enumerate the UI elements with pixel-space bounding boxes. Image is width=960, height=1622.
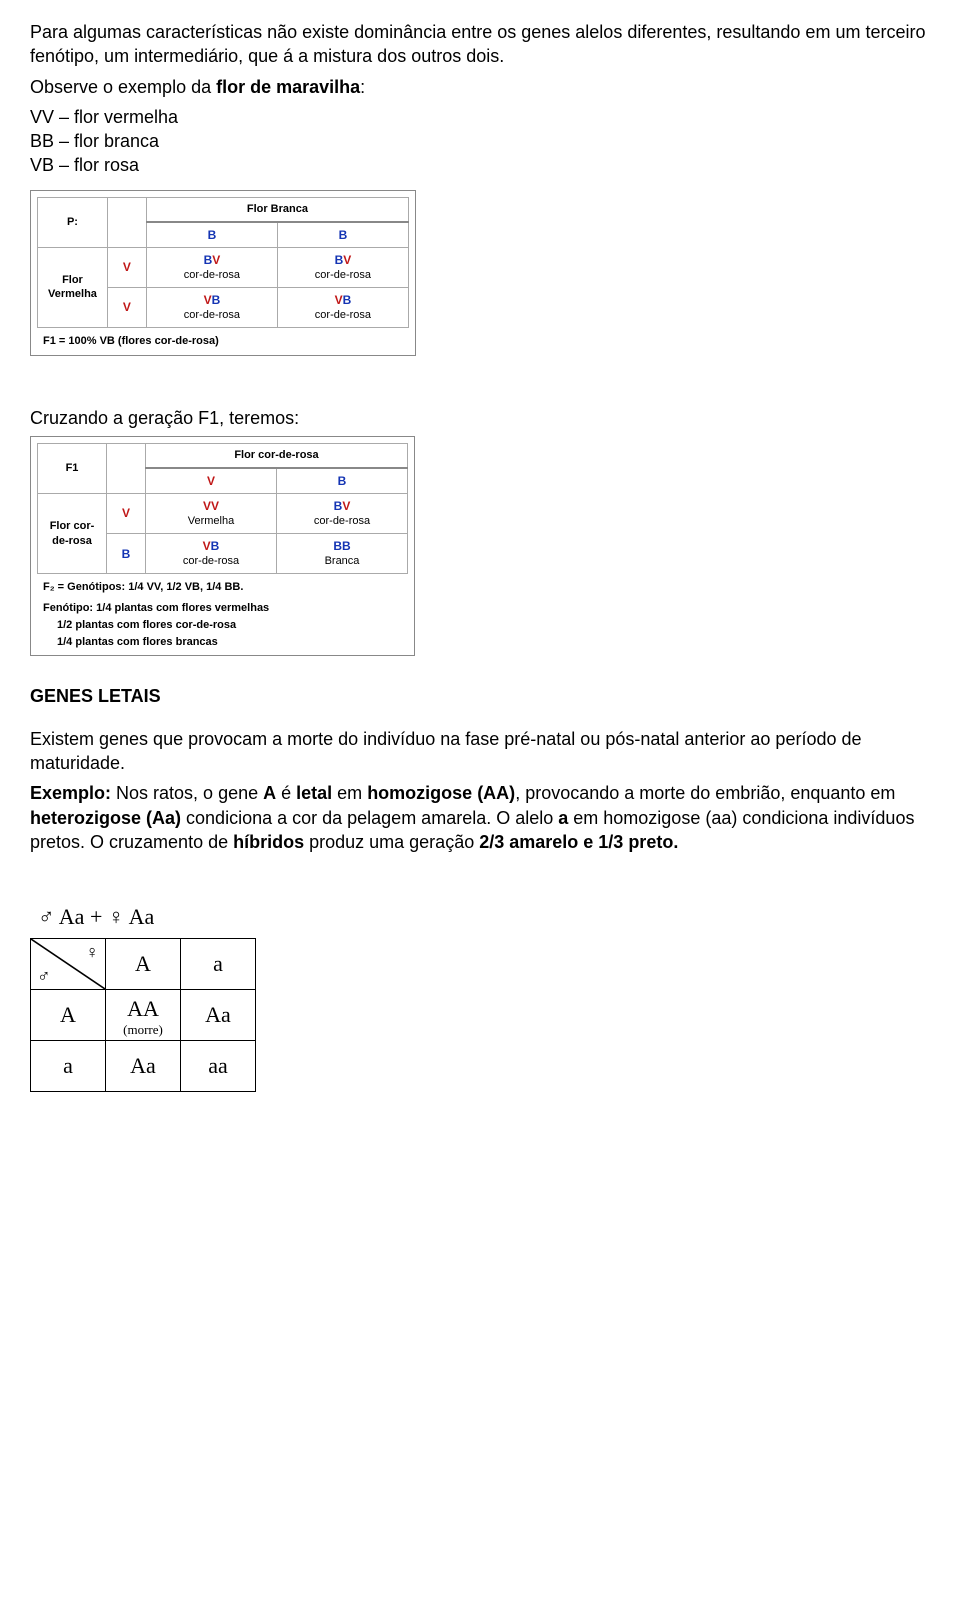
rat-header-male: ♂ Aa: [38, 904, 84, 929]
p2-foot4: 1/4 plantas com flores brancas: [57, 635, 408, 650]
p2-foot1: F₂ = Genótipos: 1/4 VV, 1/2 VB, 1/4 BB.: [43, 580, 408, 595]
section-p1: Existem genes que provocam a morte do in…: [30, 727, 930, 776]
rat-col-A: A: [106, 938, 181, 989]
p1-top-allele-1: B: [146, 222, 277, 248]
intro-p2-suffix: :: [360, 77, 365, 97]
rat-row-a: a: [31, 1040, 106, 1091]
rat-col-a: a: [181, 938, 256, 989]
rat-cell-AA: AA (morre): [106, 989, 181, 1040]
legend-vv: VV – flor vermelha: [30, 105, 930, 129]
rat-cell-aa: aa: [181, 1040, 256, 1091]
rat-cross-table: ♂ Aa + ♀ Aa ♀ ♂ A a A AA (morre) Aa a Aa…: [30, 898, 256, 1092]
p2-a: Exemplo:: [30, 783, 111, 803]
p1-corner: P:: [38, 197, 108, 247]
rat-diag-cell: ♀ ♂: [31, 938, 106, 989]
p2-cell-22: BB Branca: [277, 534, 408, 574]
p1-c11-g: B: [204, 253, 213, 267]
p2-foot2: Fenótipo: 1/4 plantas com flores vermelh…: [43, 601, 408, 616]
p2-left-title: Flor cor-de-rosa: [38, 494, 107, 574]
p1-left-allele-1: V: [107, 247, 146, 287]
p2-d: é: [276, 783, 296, 803]
legend-bb: BB – flor branca: [30, 129, 930, 153]
p2-i: heterozigose (Aa): [30, 808, 181, 828]
p2-h: , provocando a morte do embrião, enquant…: [515, 783, 895, 803]
p2-c: A: [263, 783, 276, 803]
p2-c11-p: Vermelha: [156, 514, 266, 529]
p1-cell-22: VB cor-de-rosa: [277, 287, 408, 327]
p1-c12-p: cor-de-rosa: [288, 268, 398, 283]
p2-top-a1: V: [146, 468, 277, 494]
p2-c22-p: Branca: [287, 554, 397, 569]
p1-cell-11: BV cor-de-rosa: [146, 247, 277, 287]
p2-top-title: Flor cor-de-rosa: [146, 444, 408, 468]
p2-o: 2/3 amarelo e 1/3 preto.: [479, 832, 678, 852]
p2-corner: F1: [38, 444, 107, 494]
p1-c11-p: cor-de-rosa: [157, 268, 267, 283]
p2-m: híbridos: [233, 832, 304, 852]
p2-c21-p: cor-de-rosa: [156, 554, 266, 569]
rat-diag-female-icon: ♀: [86, 940, 100, 964]
p1-c21-p: cor-de-rosa: [157, 308, 267, 323]
p1-top-allele-2: B: [277, 222, 408, 248]
p2-f: em: [332, 783, 367, 803]
rat-cross-header: ♂ Aa + ♀ Aa: [30, 898, 256, 938]
p1-cell-12: BV cor-de-rosa: [277, 247, 408, 287]
p1-footer: F1 = 100% VB (flores cor-de-rosa): [43, 334, 409, 349]
section-p2: Exemplo: Nos ratos, o gene A é letal em …: [30, 781, 930, 854]
intro-paragraph-1: Para algumas características não existe …: [30, 20, 930, 69]
rat-row-A: A: [31, 989, 106, 1040]
p2-n: produz uma geração: [304, 832, 479, 852]
legend-vb: VB – flor rosa: [30, 153, 930, 177]
p1-cell-21: VB cor-de-rosa: [146, 287, 277, 327]
p2-cell-12: BV cor-de-rosa: [277, 494, 408, 534]
intro-paragraph-2: Observe o exemplo da flor de maravilha:: [30, 75, 930, 99]
p2-g: homozigose (AA): [367, 783, 515, 803]
section-heading-genes-letais: GENES LETAIS: [30, 684, 930, 708]
p2-left-a1: V: [107, 494, 146, 534]
p2-cell-21: VB cor-de-rosa: [146, 534, 277, 574]
punnett-table-f1-generation: F1 Flor cor-de-rosa V B Flor cor-de-rosa…: [30, 436, 415, 656]
p2-foot3: 1/2 plantas com flores cor-de-rosa: [57, 618, 408, 633]
p1-left-title: Flor Vermelha: [38, 247, 108, 327]
rat-cell-Aa-2: Aa: [106, 1040, 181, 1091]
intro-p2-bold: flor de maravilha: [216, 77, 360, 97]
rat-diag-male-icon: ♂: [37, 964, 51, 988]
rat-c11-top: AA: [127, 996, 159, 1021]
p1-left-allele-2: V: [107, 287, 146, 327]
punnett-table-p-generation: P: Flor Branca B B Flor Vermelha V BV co…: [30, 190, 416, 356]
rat-c11-sub: (morre): [107, 1023, 179, 1036]
p2-cell-11: VV Vermelha: [146, 494, 277, 534]
rat-cell-Aa-1: Aa: [181, 989, 256, 1040]
rat-header-female: ♀ Aa: [108, 904, 154, 929]
rat-header-plus: +: [90, 904, 108, 929]
p1-top-title: Flor Branca: [146, 197, 408, 221]
cross-f1-text: Cruzando a geração F1, teremos:: [30, 406, 930, 430]
p2-left-a2: B: [107, 534, 146, 574]
p2-j: condiciona a cor da pelagem amarela. O a…: [181, 808, 558, 828]
p2-c12-p: cor-de-rosa: [287, 514, 397, 529]
p2-top-a2: B: [277, 468, 408, 494]
p1-c22-p: cor-de-rosa: [288, 308, 398, 323]
p2-b: Nos ratos, o gene: [111, 783, 263, 803]
p2-k: a: [558, 808, 568, 828]
intro-p2-prefix: Observe o exemplo da: [30, 77, 216, 97]
p2-e: letal: [296, 783, 332, 803]
